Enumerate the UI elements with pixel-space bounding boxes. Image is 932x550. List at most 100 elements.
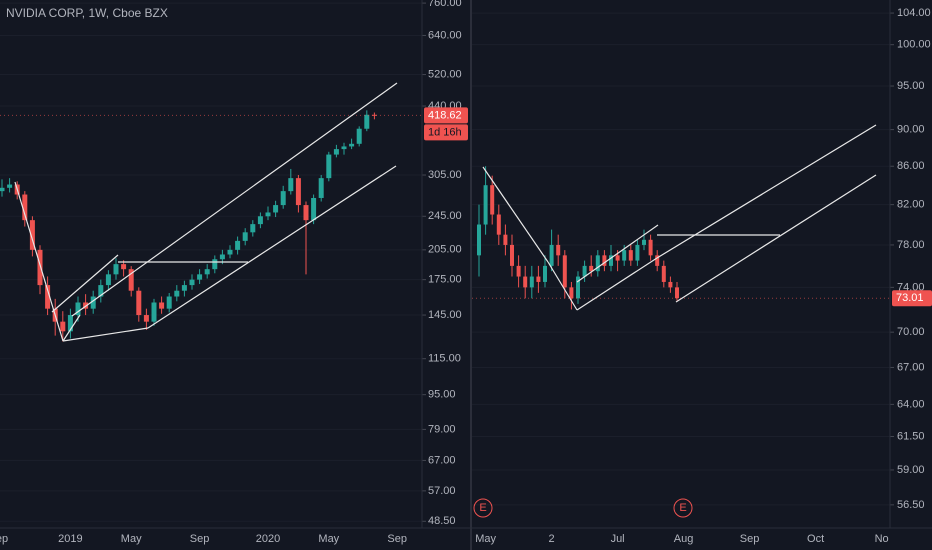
candle-body [543,265,547,282]
y-tick-label: 104.00 [897,7,931,19]
last-price-label: 418.62 [428,109,462,121]
y-tick-label: 90.00 [897,124,925,136]
y-tick-label: 56.50 [897,499,925,511]
candle-body [273,205,279,213]
candle-body [212,259,218,270]
x-tick-label: No [875,533,889,545]
candle-body [37,249,43,286]
candle-body [90,296,96,309]
earnings-label: E [679,502,686,514]
y-tick-label: 520.00 [428,68,462,80]
candle-body [661,265,666,282]
x-tick-label: Sep [740,533,760,545]
candle-body [483,185,488,225]
candle-body [536,276,541,282]
candle-body [635,244,640,261]
trend-line [547,261,578,311]
candle-body [189,279,195,286]
x-tick-label: May [318,533,339,545]
y-tick-label: 245.00 [428,210,462,222]
trend-line [71,82,398,317]
trend-line [656,124,877,259]
y-tick-label: 115.00 [428,353,461,365]
earnings-circle [473,498,493,518]
candle-body [569,287,574,299]
candle-body [622,250,627,261]
candle-body [595,255,600,272]
candle-body [648,239,653,256]
candle-body [105,274,111,286]
candle-body [45,285,51,309]
trend-line [62,327,149,342]
y-tick-label: 67.00 [897,361,925,373]
bar-timer-tag [424,124,468,141]
candle-body [341,146,347,150]
candle-body [159,302,165,309]
y-tick-label: 305.00 [428,169,462,181]
y-tick-label: 70.00 [897,326,925,338]
trend-line [51,254,119,313]
x-tick-label: May [475,533,496,545]
trend-line [675,174,877,303]
chart-pane: 760.00640.00520.00440.00305.00245.00205.… [0,0,468,545]
candle-body [477,224,481,256]
candle-body [675,287,679,299]
earnings-label: E [479,502,486,514]
candle-body [242,232,248,241]
y-tick-label: 760.00 [428,0,462,9]
candle-body [523,276,528,288]
candle-body [280,191,286,206]
y-tick-label: 100.00 [897,39,931,51]
candle-body [75,302,81,316]
y-tick-label: 86.00 [897,160,925,172]
candle-body [364,114,370,129]
drawings [14,82,877,342]
trend-line [62,314,81,342]
candle-body [510,244,514,266]
candle-body [326,154,332,179]
candle-body [333,149,339,155]
candle-body [181,285,187,291]
candle-body [609,255,613,266]
trend-line [147,165,397,329]
candle-body [98,285,104,297]
candle-body [311,197,317,221]
earnings-marker[interactable]: E [673,498,693,518]
candle-body [288,178,294,192]
bar-timer-label: 1d 16h [428,126,462,138]
candle-body [655,255,660,266]
candle-body [7,184,13,188]
candle-body [668,281,673,288]
candle-body [219,254,225,260]
candle-body [197,274,203,280]
earnings-marker[interactable]: E [473,498,493,518]
x-tick-label: 2019 [58,533,82,545]
y-tick-label: 145.00 [428,309,462,321]
candle-body [549,244,554,266]
candle-body [371,114,377,116]
x-tick-label: May [121,533,142,545]
y-tick-label: 640.00 [428,29,462,41]
candle-body [257,216,263,225]
x-tick-label: Aug [674,533,694,545]
candle-body [227,249,233,255]
candle-body [576,276,580,299]
y-tick-label: 59.00 [897,464,925,476]
candle-body [166,296,172,309]
candle-body [151,302,157,322]
y-tick-label: 205.00 [428,244,462,256]
last-price-tag [424,107,468,124]
y-tick-label: 95.00 [428,389,456,401]
y-tick-label: 57.00 [428,485,456,497]
candle-body [496,214,501,235]
trend-line [14,181,64,342]
last-price-label: 73.01 [896,292,924,304]
earnings-circle [673,498,693,518]
candle-body [22,194,28,221]
candle-body [318,178,324,198]
candle-body [589,265,594,272]
x-tick-label: Jul [611,533,625,545]
trend-line [576,224,659,283]
y-tick-label: 79.00 [428,423,456,435]
